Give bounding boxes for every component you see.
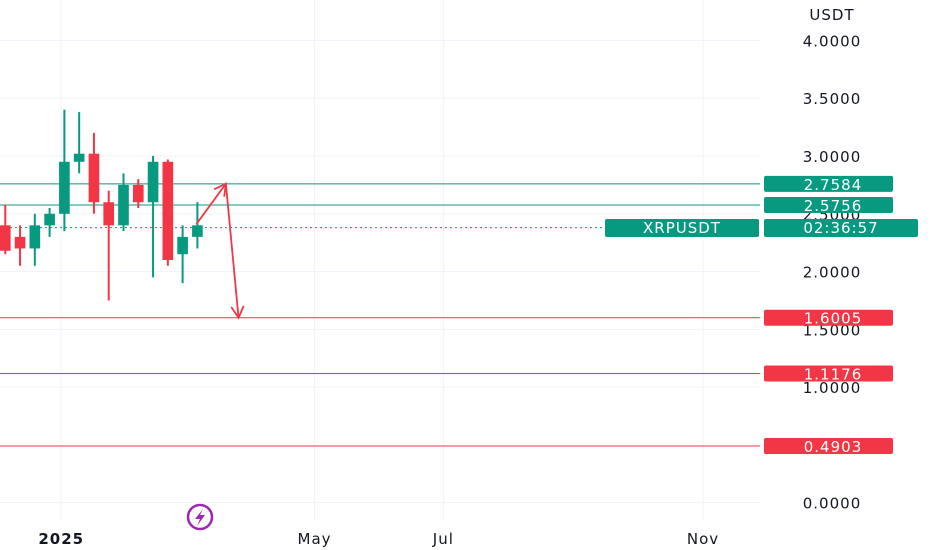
level-tag-label: 1.1176 (804, 366, 863, 384)
candle[interactable] (118, 173, 129, 232)
candle-body (29, 225, 41, 249)
y-tick-label: 1.5000 (803, 321, 862, 339)
level-tag-label: 1.6005 (804, 310, 863, 328)
y-tick-label: 0.0000 (803, 495, 862, 513)
y-tick-label: 4.0000 (803, 32, 862, 50)
candle[interactable] (147, 156, 159, 278)
level-tag-bg (764, 197, 893, 214)
y-axis[interactable]: USDT 0.00001.00001.50002.00002.50003.000… (803, 6, 862, 513)
x-tick-label: May (298, 530, 332, 548)
candle-body (162, 161, 174, 260)
candle[interactable] (103, 190, 115, 301)
level-tag-label: 2.7584 (804, 176, 863, 194)
candle-body (73, 153, 85, 162)
candle-body (177, 236, 188, 255)
y-axis-unit: USDT (809, 6, 854, 24)
candle[interactable] (88, 132, 100, 214)
projection-arrowhead-down (230, 305, 245, 320)
y-tick-label: 1.0000 (803, 379, 862, 397)
candle-body (132, 184, 144, 203)
x-tick-label: Nov (687, 530, 719, 548)
candle-body (147, 161, 159, 203)
countdown-tag-bg (764, 219, 918, 237)
symbol-tag-bg (605, 219, 759, 237)
candle[interactable] (29, 213, 41, 266)
level-tag-bg (764, 438, 893, 455)
candle-body (14, 236, 26, 249)
candle[interactable] (44, 208, 55, 237)
candle-body (88, 153, 100, 203)
candle[interactable] (132, 179, 144, 208)
candle[interactable] (162, 159, 174, 266)
level-tag-bg (764, 365, 893, 382)
y-tick-label: 3.0000 (803, 148, 862, 166)
x-tick-label: 2025 (38, 530, 84, 548)
candle-body (103, 202, 115, 226)
candle-body (44, 213, 55, 226)
candle-body (0, 225, 11, 251)
y-tick-label: 3.5000 (803, 90, 862, 108)
level-tag-bg (764, 175, 893, 192)
projection-arrow[interactable] (195, 182, 245, 320)
grid-lines (0, 0, 760, 520)
price-tags: XRPUSDT 02:36:57 2.7584 2.5756 1.6005 1.117… (605, 175, 918, 456)
level-tag-bg (764, 309, 893, 326)
countdown-tag: 02:36:57 (803, 219, 878, 237)
candle-body (118, 184, 129, 226)
candle[interactable] (14, 225, 26, 266)
candle[interactable] (0, 204, 11, 255)
candles[interactable] (0, 109, 203, 301)
y-tick-label: 2.0000 (803, 264, 862, 282)
x-axis[interactable]: 2025 May Jul Nov (38, 530, 719, 548)
candle-body (59, 161, 70, 214)
level-tag-label: 2.5756 (804, 197, 863, 215)
candle[interactable] (192, 202, 203, 249)
symbol-tag: XRPUSDT (643, 219, 721, 237)
lightning-logo-icon[interactable] (186, 503, 214, 531)
candle[interactable] (59, 109, 70, 232)
candle[interactable] (73, 112, 85, 174)
candle-body (192, 225, 203, 237)
level-tag-label: 0.4903 (804, 438, 863, 456)
candle[interactable] (177, 225, 188, 284)
projection-arrowhead-up (213, 182, 227, 197)
projection-path[interactable] (195, 182, 240, 318)
x-tick-label: Jul (432, 530, 454, 548)
